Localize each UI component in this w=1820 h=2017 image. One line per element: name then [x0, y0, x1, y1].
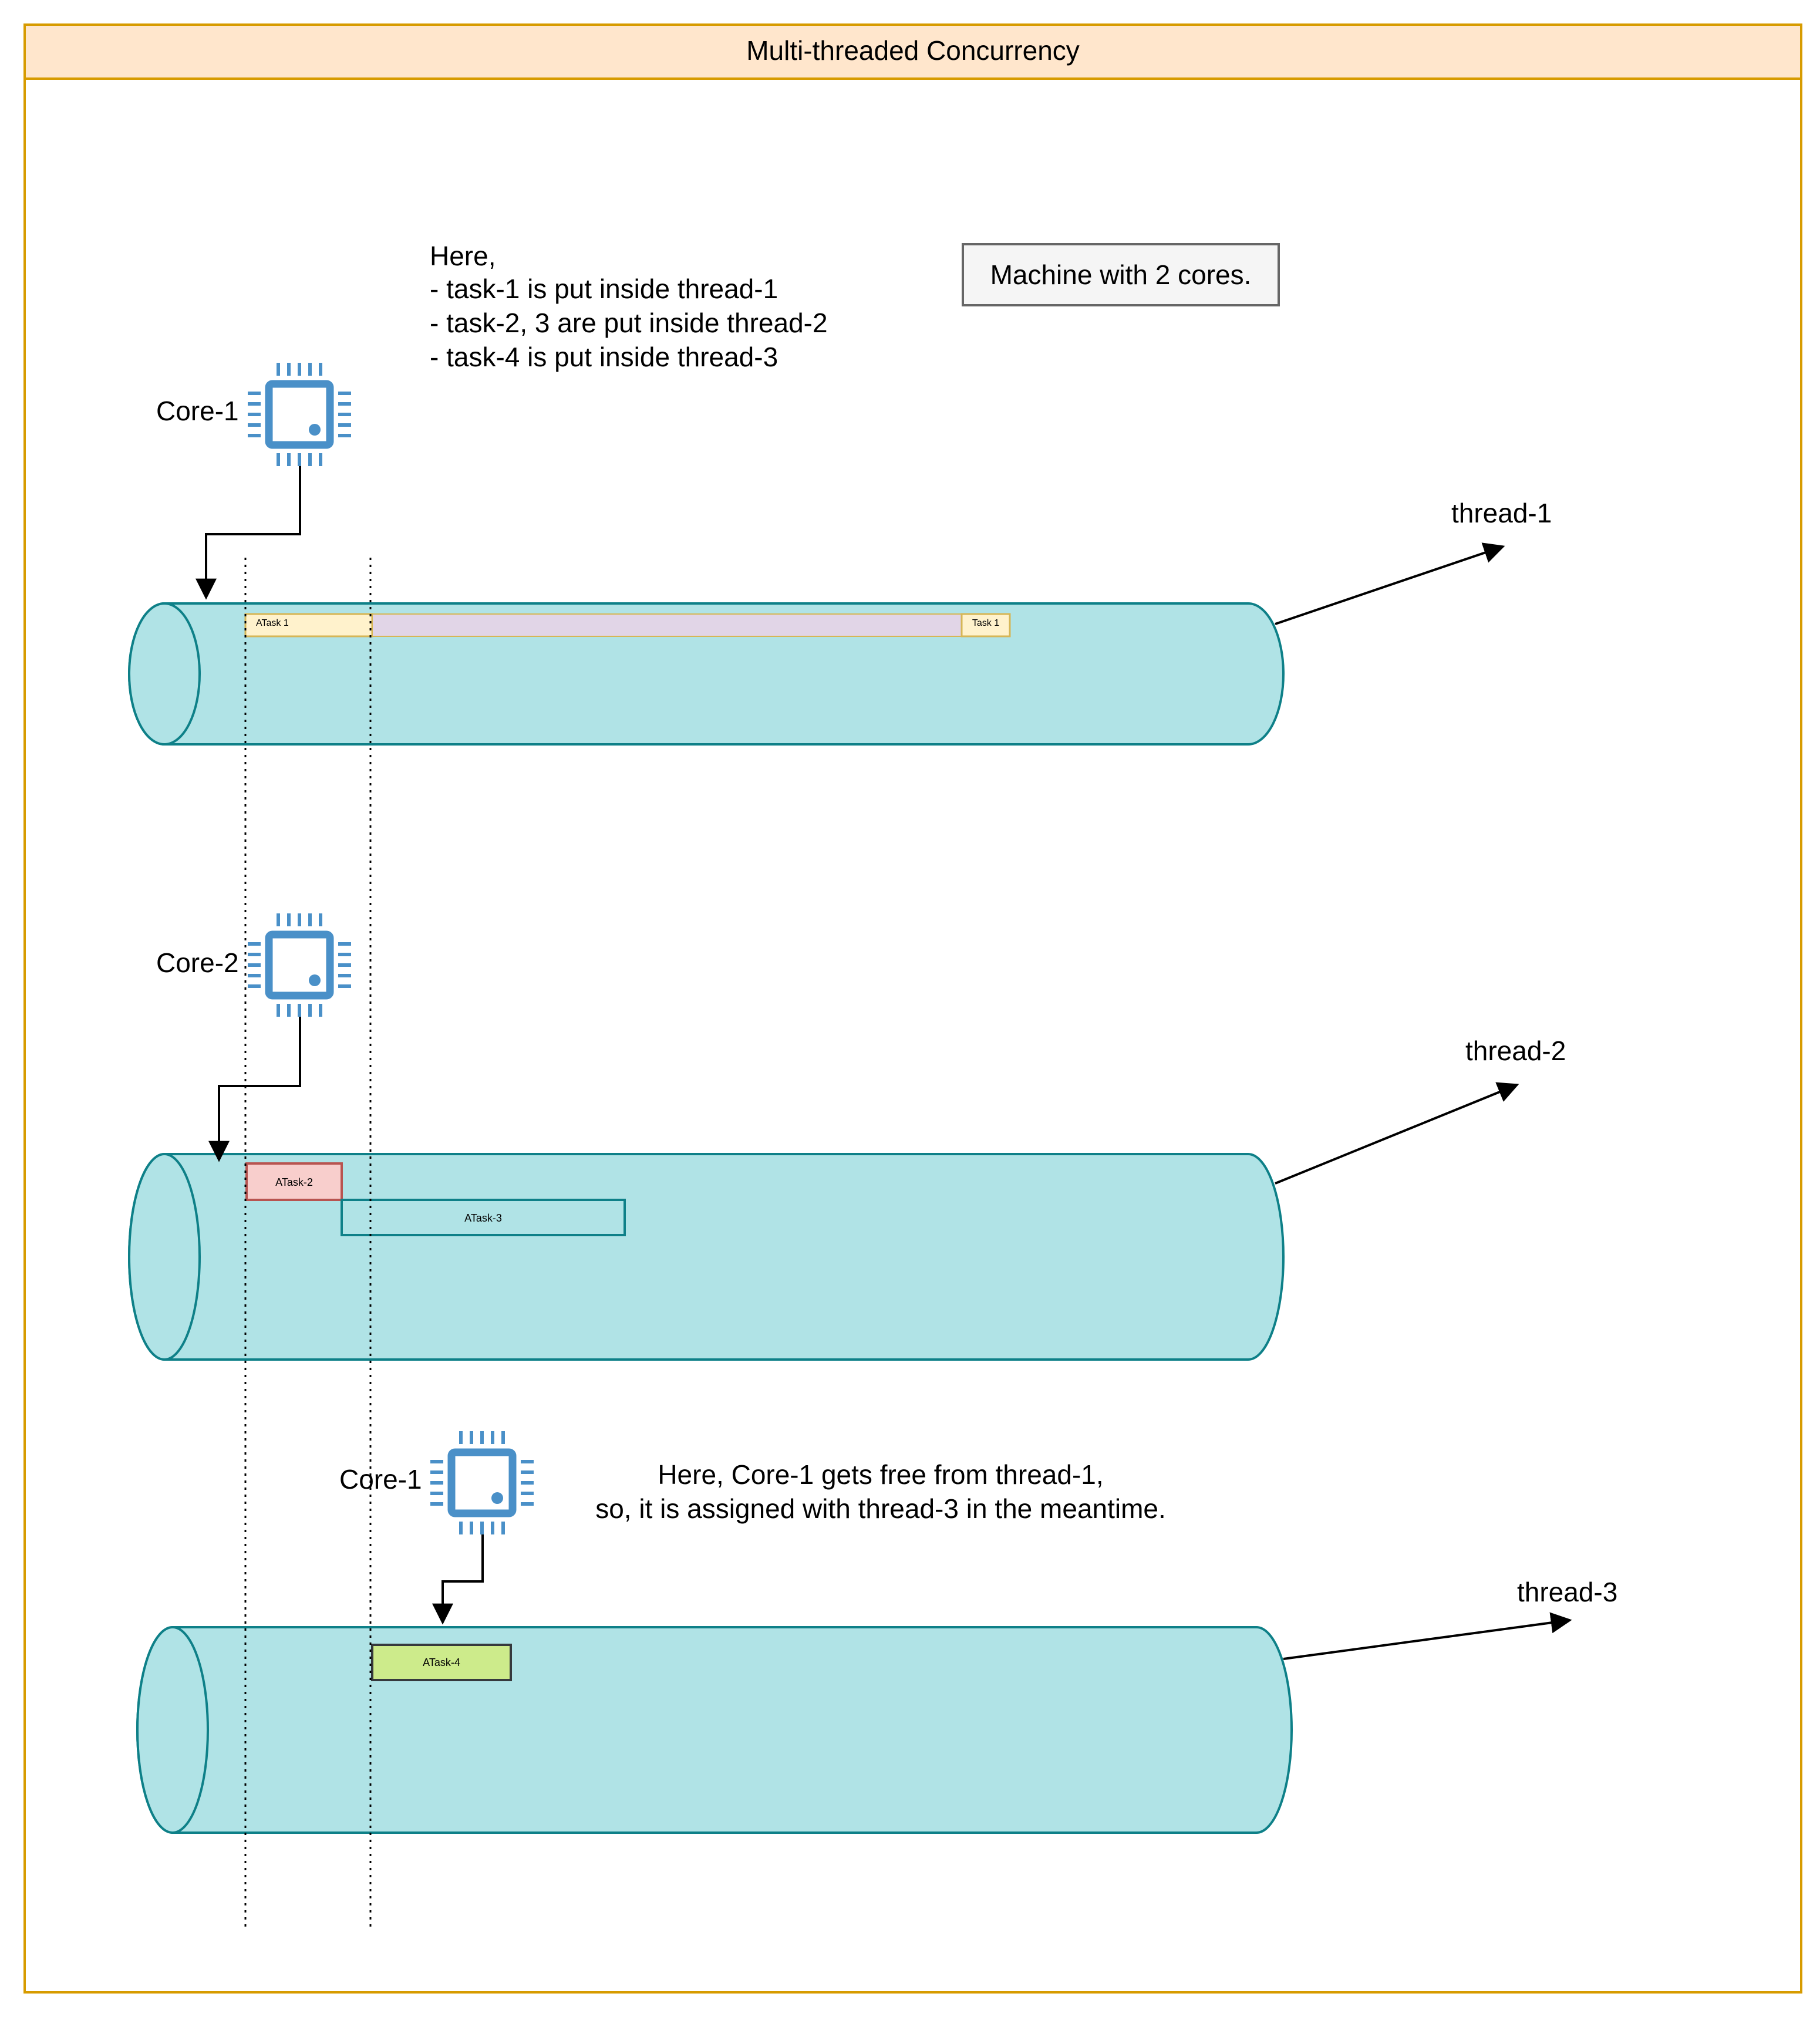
atask-2-label: ATask-2	[275, 1176, 313, 1188]
thread-3-label: thread-3	[1517, 1577, 1617, 1607]
note-bottom-line-2: so, it is assigned with thread-3 in the …	[595, 1493, 1166, 1524]
thread-3-cylinder	[136, 1626, 1293, 1834]
core-1-bottom-label: Core-1	[339, 1464, 422, 1495]
note-top-line-1: Here,	[430, 241, 496, 271]
await-block	[372, 613, 962, 637]
thread-2-label: thread-2	[1465, 1036, 1566, 1066]
core-2-arrow	[208, 1017, 301, 1162]
thread-3-arrow	[1283, 1612, 1572, 1660]
thread-1-arrow	[1275, 542, 1505, 625]
core-1-arrow	[196, 466, 301, 600]
note-top-line-4: - task-4 is put inside thread-3	[430, 342, 778, 372]
note-bottom: Here, Core-1 gets free from thread-1, so…	[595, 1459, 1166, 1524]
diagram-title: Multi-threaded Concurrency	[746, 35, 1080, 66]
task-1-label: Task 1	[972, 618, 999, 628]
atask-4-block	[371, 1644, 512, 1681]
core-1-bottom-arrow	[432, 1534, 484, 1625]
core-2-label: Core-2	[156, 947, 239, 978]
atask-1-label: ATask 1	[256, 618, 289, 628]
machine-label: Machine with 2 cores.	[990, 259, 1252, 290]
note-top-line-3: - task-2, 3 are put inside thread-2	[430, 308, 828, 338]
core-1-label: Core-1	[156, 396, 239, 426]
atask-2-block	[245, 1162, 343, 1201]
thread-2-arrow	[1275, 1082, 1519, 1185]
atask-3-label: ATask-3	[464, 1212, 502, 1224]
title-bar	[23, 23, 1802, 80]
machine-box	[962, 243, 1280, 306]
note-top-line-2: - task-1 is put inside thread-1	[430, 274, 778, 304]
atask-1-block	[244, 613, 373, 638]
task-1-block	[960, 613, 1011, 638]
atask-3-block	[341, 1199, 626, 1236]
thread-1-cylinder	[128, 602, 1285, 746]
note-bottom-line-1: Here, Core-1 gets free from thread-1,	[658, 1459, 1103, 1490]
atask-4-label: ATask-4	[423, 1657, 460, 1668]
thread-2-cylinder	[128, 1153, 1285, 1361]
thread-1-label: thread-1	[1451, 498, 1552, 528]
note-top: Here, - task-1 is put inside thread-1 - …	[430, 241, 828, 372]
